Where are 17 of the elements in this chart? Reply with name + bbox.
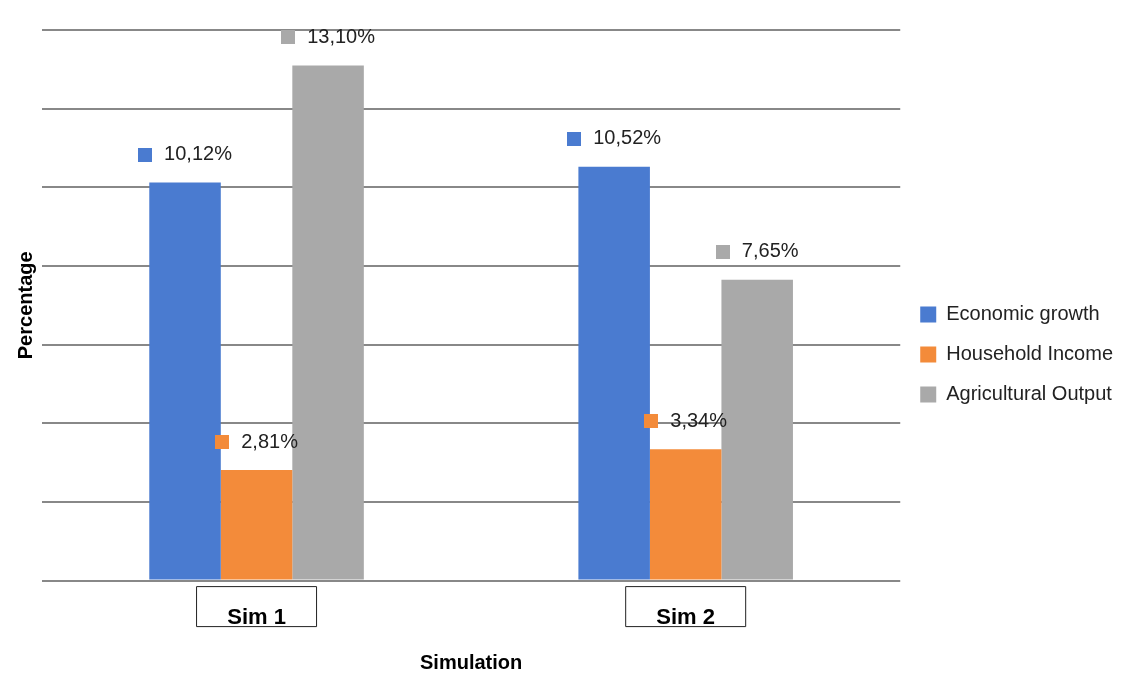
data-label: 7,65%	[741, 239, 799, 262]
x-tick-label: Sim 1	[227, 603, 286, 629]
legend-label: Household Income	[946, 342, 1114, 365]
x-tick-label: Sim 2	[656, 603, 716, 629]
data-label: 13,10%	[307, 24, 376, 47]
data-label: 10,52%	[593, 126, 662, 149]
data-label: 2,81%	[241, 429, 299, 452]
y-axis-title: Percentage	[13, 251, 36, 360]
legend-label: Economic growth	[946, 302, 1100, 325]
bar	[220, 470, 293, 580]
data-label: 10,12%	[164, 142, 233, 165]
x-axis-title: Simulation	[420, 650, 523, 673]
bar	[649, 449, 722, 580]
legend-label: Agricultural Output	[946, 382, 1113, 405]
bar	[578, 166, 650, 580]
bar	[149, 182, 221, 580]
data-label: 3,34%	[670, 408, 728, 431]
